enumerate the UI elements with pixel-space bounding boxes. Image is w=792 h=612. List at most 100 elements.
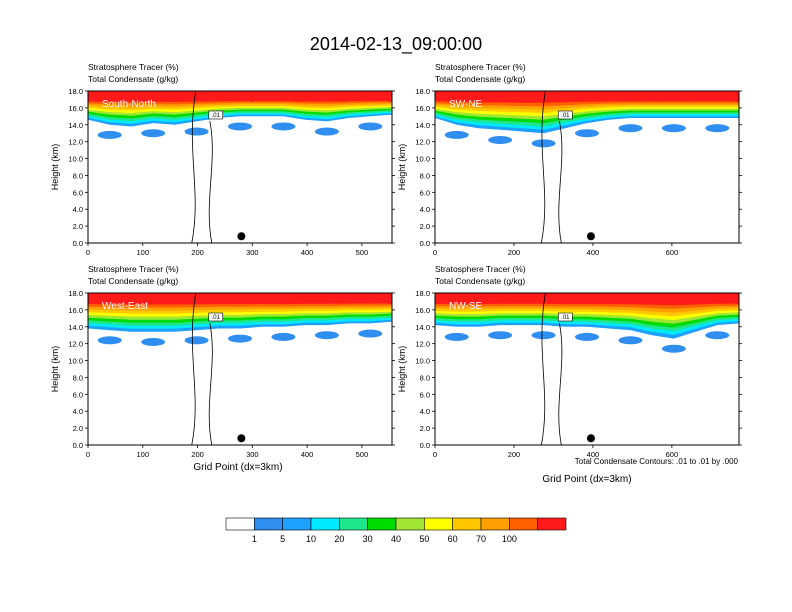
tracer-streak <box>266 293 269 298</box>
tracer-streak <box>388 293 391 304</box>
colorbar-level: 1 <box>252 534 257 544</box>
tracer-streak <box>292 91 294 95</box>
x-tick-label: 200 <box>191 450 204 459</box>
plot-frame <box>87 292 393 446</box>
tracer-streak <box>113 91 116 102</box>
condensate-patch <box>661 124 686 133</box>
tracer-streak <box>700 91 703 98</box>
tracer-streak <box>588 91 590 97</box>
condensate-contours <box>191 293 213 445</box>
tracer-streak <box>88 91 90 94</box>
condensate-patch <box>141 129 166 138</box>
tracer-streak <box>164 293 167 302</box>
condensate-patch <box>661 344 686 353</box>
condensate-contours <box>540 293 563 445</box>
tracer-streak <box>659 293 662 298</box>
y-tick-label: 2.0 <box>420 424 430 433</box>
tracer-streak <box>118 91 121 100</box>
tracer-streak <box>715 91 718 101</box>
x-tick-label: 200 <box>191 248 204 257</box>
tracer-streak <box>343 91 345 102</box>
condensate-patch <box>184 127 209 136</box>
tracer-streak <box>475 293 478 298</box>
figure-title: 2014-02-13_09:00:00 <box>310 34 482 55</box>
tracer-streak <box>618 293 621 296</box>
colorbar-swatch <box>424 517 453 531</box>
tracer-streak <box>480 91 483 94</box>
colorbar-level: 100 <box>502 534 517 544</box>
contour-label: .01 <box>212 315 221 321</box>
tracer-streak <box>327 91 330 99</box>
tracer-streak <box>113 293 116 304</box>
tracer-streak <box>562 293 565 300</box>
tracer-streak <box>302 293 305 302</box>
tracer-streak <box>695 91 698 100</box>
tracer-streak <box>332 293 335 299</box>
variable-label-condensate: Total Condensate (g/kg) <box>435 276 525 286</box>
tracer-streak <box>506 293 509 304</box>
tracer-streak <box>628 91 631 99</box>
location-marker <box>586 434 595 443</box>
panel-label: NW-SE <box>449 301 482 312</box>
tracer-field <box>88 91 392 139</box>
y-tick-label: 16.0 <box>68 104 83 113</box>
tracer-streak <box>557 293 560 302</box>
tracer-streak <box>128 91 131 96</box>
x-tick-label: 0 <box>86 248 90 257</box>
contour-line <box>558 322 563 445</box>
tracer-streak <box>159 293 162 304</box>
tracer-streak <box>710 293 713 296</box>
contour-line <box>191 293 197 445</box>
tracer-streak <box>276 293 279 303</box>
tracer-streak <box>241 91 243 97</box>
tracer-streak <box>470 293 473 300</box>
contour-line <box>540 293 546 445</box>
tracer-streak <box>210 293 213 302</box>
tracer-streak <box>271 91 274 94</box>
tracer-streak <box>491 293 494 301</box>
tracer-streak <box>261 293 264 300</box>
variable-label-condensate: Total Condensate (g/kg) <box>435 74 525 84</box>
tracer-streak <box>368 293 371 303</box>
tracer-streak <box>593 293 596 297</box>
tracer-streak <box>118 293 121 302</box>
colorbar-level: 60 <box>448 534 458 544</box>
tracer-streak <box>690 293 692 304</box>
tracer-streak <box>103 293 106 299</box>
y-tick-label: 0.0 <box>420 441 430 450</box>
x-tick-label: 200 <box>508 450 521 459</box>
condensate-patch <box>97 130 122 139</box>
tracer-streak <box>649 293 652 302</box>
tracer-streak <box>251 293 254 304</box>
condensate-patch <box>705 124 730 133</box>
tracer-streak <box>139 91 141 101</box>
tracer-streak <box>516 293 519 300</box>
colorbar-swatch <box>225 517 255 531</box>
tracer-streak <box>246 91 249 95</box>
tracer-streak <box>307 91 310 98</box>
colorbar-level: 10 <box>306 534 316 544</box>
tracer-streak <box>281 91 284 99</box>
condensate-patch <box>531 139 556 148</box>
tracer-streak <box>312 293 315 298</box>
condensate-patch <box>314 331 339 340</box>
y-tick-label: 4.0 <box>73 205 83 214</box>
tracer-streak <box>373 293 376 301</box>
y-tick-label: 18.0 <box>415 289 430 298</box>
y-axis-title: Height (km) <box>397 144 407 191</box>
condensate-patch <box>575 332 599 341</box>
tracer-streak <box>215 293 218 300</box>
condensate-patch <box>488 331 513 340</box>
tracer-streak <box>516 91 519 98</box>
condensate-patch <box>358 329 383 338</box>
variable-label-tracer: Stratosphere Tracer (%) <box>88 264 179 274</box>
tracer-streak <box>302 91 305 100</box>
plot-frame <box>434 292 740 446</box>
y-tick-label: 12.0 <box>68 340 83 349</box>
tracer-streak <box>531 91 534 101</box>
y-tick-label: 14.0 <box>68 121 83 130</box>
y-tick-label: 2.0 <box>73 222 83 231</box>
tracer-streak <box>608 293 611 300</box>
x-axis-title-left: Grid Point (dx=3km) <box>193 462 282 473</box>
tracer-streak <box>337 91 340 95</box>
